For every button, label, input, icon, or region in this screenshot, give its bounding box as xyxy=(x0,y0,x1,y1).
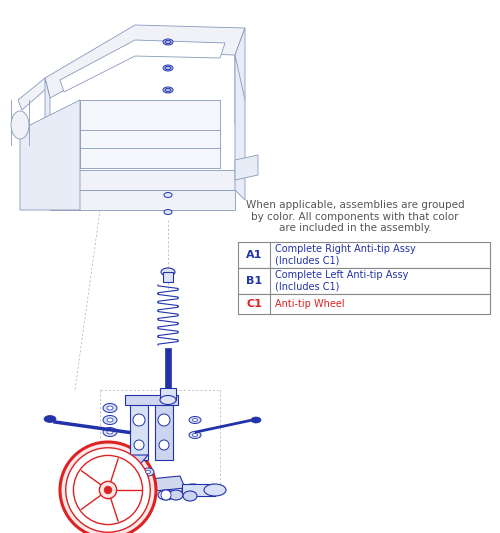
Circle shape xyxy=(159,440,169,450)
Ellipse shape xyxy=(189,432,201,439)
Ellipse shape xyxy=(107,418,113,422)
Polygon shape xyxy=(235,155,258,180)
Ellipse shape xyxy=(146,471,150,473)
Polygon shape xyxy=(238,242,490,268)
Polygon shape xyxy=(20,100,80,210)
Polygon shape xyxy=(160,388,176,400)
Polygon shape xyxy=(100,476,185,496)
Circle shape xyxy=(133,414,145,426)
Polygon shape xyxy=(50,190,235,210)
Ellipse shape xyxy=(163,39,173,45)
Ellipse shape xyxy=(107,430,113,434)
Ellipse shape xyxy=(251,417,261,423)
Polygon shape xyxy=(60,40,225,92)
Ellipse shape xyxy=(160,395,176,405)
Text: B1: B1 xyxy=(246,276,262,286)
Polygon shape xyxy=(130,400,148,460)
Circle shape xyxy=(134,440,144,450)
Circle shape xyxy=(66,448,150,532)
Polygon shape xyxy=(45,78,50,170)
Circle shape xyxy=(161,490,171,500)
Ellipse shape xyxy=(11,111,29,139)
Ellipse shape xyxy=(183,491,197,501)
Ellipse shape xyxy=(107,406,113,410)
Ellipse shape xyxy=(165,41,171,44)
Ellipse shape xyxy=(164,192,172,198)
Ellipse shape xyxy=(163,87,173,93)
Polygon shape xyxy=(165,348,171,390)
Ellipse shape xyxy=(142,468,154,476)
Text: Anti-tip Wheel: Anti-tip Wheel xyxy=(275,299,344,309)
Ellipse shape xyxy=(103,427,117,437)
Text: Complete Right Anti-tip Assy
(Includes C1): Complete Right Anti-tip Assy (Includes C… xyxy=(275,244,416,266)
Polygon shape xyxy=(235,55,245,200)
Ellipse shape xyxy=(189,416,201,424)
Polygon shape xyxy=(45,25,245,98)
Circle shape xyxy=(158,414,170,426)
Circle shape xyxy=(74,455,142,524)
Polygon shape xyxy=(163,272,173,282)
Text: A1: A1 xyxy=(246,250,262,260)
Ellipse shape xyxy=(158,490,174,500)
Polygon shape xyxy=(238,294,490,314)
Polygon shape xyxy=(50,170,235,190)
Ellipse shape xyxy=(192,418,198,422)
Polygon shape xyxy=(100,455,148,490)
Ellipse shape xyxy=(103,403,117,413)
Ellipse shape xyxy=(182,484,204,496)
Ellipse shape xyxy=(163,65,173,71)
Circle shape xyxy=(104,486,112,494)
Ellipse shape xyxy=(165,88,171,92)
Ellipse shape xyxy=(204,484,226,496)
Text: When applicable, assemblies are grouped
by color. All components with that color: When applicable, assemblies are grouped … xyxy=(246,200,464,233)
Polygon shape xyxy=(235,28,245,125)
Ellipse shape xyxy=(161,268,175,276)
Polygon shape xyxy=(80,100,220,168)
Circle shape xyxy=(60,442,156,533)
Ellipse shape xyxy=(169,490,183,500)
Ellipse shape xyxy=(165,66,171,70)
Polygon shape xyxy=(18,78,65,110)
Polygon shape xyxy=(155,400,173,460)
Ellipse shape xyxy=(44,416,56,423)
Circle shape xyxy=(100,481,116,499)
Ellipse shape xyxy=(192,433,198,437)
Ellipse shape xyxy=(164,209,172,214)
Polygon shape xyxy=(182,484,215,496)
Ellipse shape xyxy=(103,416,117,424)
Polygon shape xyxy=(238,268,490,294)
Text: Complete Left Anti-tip Assy
(Includes C1): Complete Left Anti-tip Assy (Includes C1… xyxy=(275,270,408,292)
Polygon shape xyxy=(125,395,178,405)
Text: C1: C1 xyxy=(246,299,262,309)
